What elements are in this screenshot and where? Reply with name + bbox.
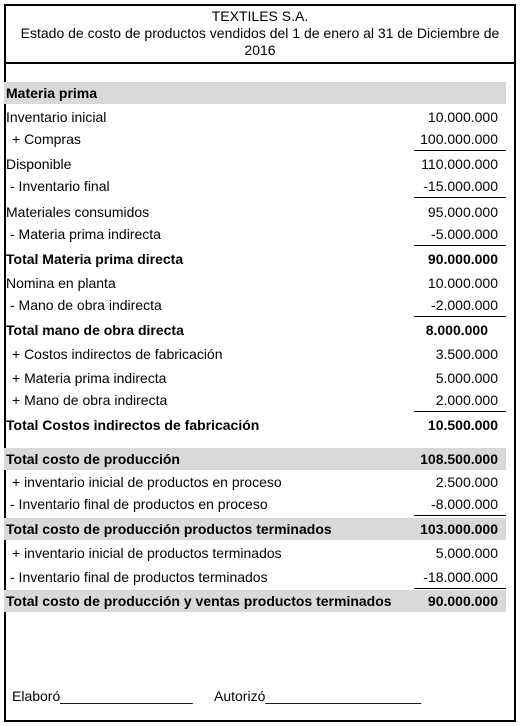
row-total-costo-ventas: Total costo de producción y ventas produ… bbox=[4, 590, 506, 612]
row-inventario-inicial: Inventario inicial 10.000.000 bbox=[4, 106, 506, 128]
row-label: Total costo de producción bbox=[6, 451, 180, 467]
row-value: -8.000.000 bbox=[431, 496, 498, 512]
row-label: Inventario inicial bbox=[6, 109, 107, 125]
row-label: Total Costos indirectos de fabricación bbox=[6, 417, 260, 433]
statement-frame: TEXTILES S.A. Estado de costo de product… bbox=[4, 4, 516, 722]
underline bbox=[414, 411, 506, 412]
row-total-costo-produccion: Total costo de producción 108.500.000 bbox=[4, 448, 506, 470]
row-mp-indirecta: - Materia prima indirecta -5.000.000 bbox=[4, 223, 506, 246]
row-label: Total mano de obra directa bbox=[6, 322, 184, 338]
row-value: 100.000.000 bbox=[420, 131, 498, 147]
row-value: 110.000.000 bbox=[421, 156, 498, 172]
row-mo-indirecta: - Mano de obra indirecta -2.000.000 bbox=[4, 294, 506, 317]
section-materia-prima: Materia prima bbox=[4, 82, 506, 104]
row-total-mo-directa: Total mano de obra directa 8.000.000 bbox=[4, 319, 506, 341]
row-value: -18.000.000 bbox=[423, 569, 498, 585]
row-value: 10.500.000 bbox=[427, 417, 498, 433]
row-value: 8.000.000 bbox=[425, 322, 488, 338]
row-label: Materiales consumidos bbox=[6, 204, 150, 220]
row-label: - Inventario final bbox=[10, 178, 110, 194]
row-inv-inicial-proceso: + inventario inicial de productos en pro… bbox=[4, 471, 506, 493]
underline bbox=[414, 150, 506, 151]
row-label: Materia prima bbox=[6, 85, 98, 101]
row-label: Total costo de producción y ventas produ… bbox=[6, 593, 392, 609]
underline bbox=[414, 316, 506, 317]
row-label: + Mano de obra indirecta bbox=[12, 392, 168, 408]
row-label: - Inventario final de productos en proce… bbox=[10, 496, 268, 512]
statement-header: TEXTILES S.A. Estado de costo de product… bbox=[6, 6, 514, 64]
row-label: Total Materia prima directa bbox=[6, 251, 184, 267]
row-label: Nomina en planta bbox=[6, 275, 116, 291]
row-value: 3.500.000 bbox=[435, 346, 498, 362]
row-compras: + Compras 100.000.000 bbox=[4, 128, 506, 151]
signature-prepared-by: Elaboró_________________ bbox=[12, 688, 193, 704]
row-value: 103.000.000 bbox=[420, 521, 498, 537]
row-label: + Materia prima indirecta bbox=[12, 370, 167, 386]
row-inventario-final: - Inventario final -15.000.000 bbox=[4, 175, 506, 198]
company-name: TEXTILES S.A. bbox=[211, 8, 309, 24]
row-value: 5.000.000 bbox=[435, 545, 498, 561]
row-total-mp-directa: Total Materia prima directa 90.000.000 bbox=[4, 248, 506, 270]
row-label: + Costos indirectos de fabricación bbox=[12, 346, 223, 362]
row-label: - Materia prima indirecta bbox=[10, 226, 161, 242]
row-disponible: Disponible 110.000.000 bbox=[4, 153, 506, 175]
row-cif: + Costos indirectos de fabricación 3.500… bbox=[4, 343, 506, 365]
row-inv-inicial-terminados: + inventario inicial de productos termin… bbox=[4, 542, 506, 564]
row-nomina: Nomina en planta 10.000.000 bbox=[4, 272, 506, 294]
row-inv-final-terminados: - Inventario final de productos terminad… bbox=[4, 566, 506, 589]
row-value: 95.000.000 bbox=[427, 204, 498, 220]
row-value: 108.500.000 bbox=[420, 451, 498, 467]
row-value: 90.000.000 bbox=[427, 593, 498, 609]
row-total-cif: Total Costos indirectos de fabricación 1… bbox=[4, 414, 506, 436]
row-label: - Mano de obra indirecta bbox=[10, 297, 162, 313]
statement-title: Estado de costo de productos vendidos de… bbox=[20, 25, 500, 58]
row-label: - Inventario final de productos terminad… bbox=[10, 569, 268, 585]
underline bbox=[414, 515, 506, 516]
row-materiales-consumidos: Materiales consumidos 95.000.000 bbox=[4, 201, 506, 223]
row-label: + inventario inicial de productos termin… bbox=[12, 545, 282, 561]
row-value: -5.000.000 bbox=[431, 226, 498, 242]
underline bbox=[414, 245, 506, 246]
signature-authorized-by: Autorizó____________________ bbox=[214, 688, 422, 704]
row-value: 10.000.000 bbox=[427, 275, 498, 291]
row-value: 2.500.000 bbox=[435, 474, 498, 490]
underline bbox=[414, 588, 506, 589]
row-label: + inventario inicial de productos en pro… bbox=[12, 474, 282, 490]
row-label: Total costo de producción productos term… bbox=[6, 521, 332, 537]
underline bbox=[414, 197, 506, 198]
row-value: -2.000.000 bbox=[431, 297, 498, 313]
row-value: 2.000.000 bbox=[435, 392, 498, 408]
row-label: + Compras bbox=[12, 131, 81, 147]
row-inv-final-proceso: - Inventario final de productos en proce… bbox=[4, 493, 506, 516]
row-cif-mo: + Mano de obra indirecta 2.000.000 bbox=[4, 389, 506, 412]
row-total-productos-terminados: Total costo de producción productos term… bbox=[4, 518, 506, 540]
row-value: 5.000.000 bbox=[435, 370, 498, 386]
row-value: 10.000.000 bbox=[427, 109, 498, 125]
row-cif-mp: + Materia prima indirecta 5.000.000 bbox=[4, 367, 506, 389]
row-value: -15.000.000 bbox=[423, 178, 498, 194]
row-label: Disponible bbox=[6, 156, 72, 172]
row-value: 90.000.000 bbox=[427, 251, 498, 267]
